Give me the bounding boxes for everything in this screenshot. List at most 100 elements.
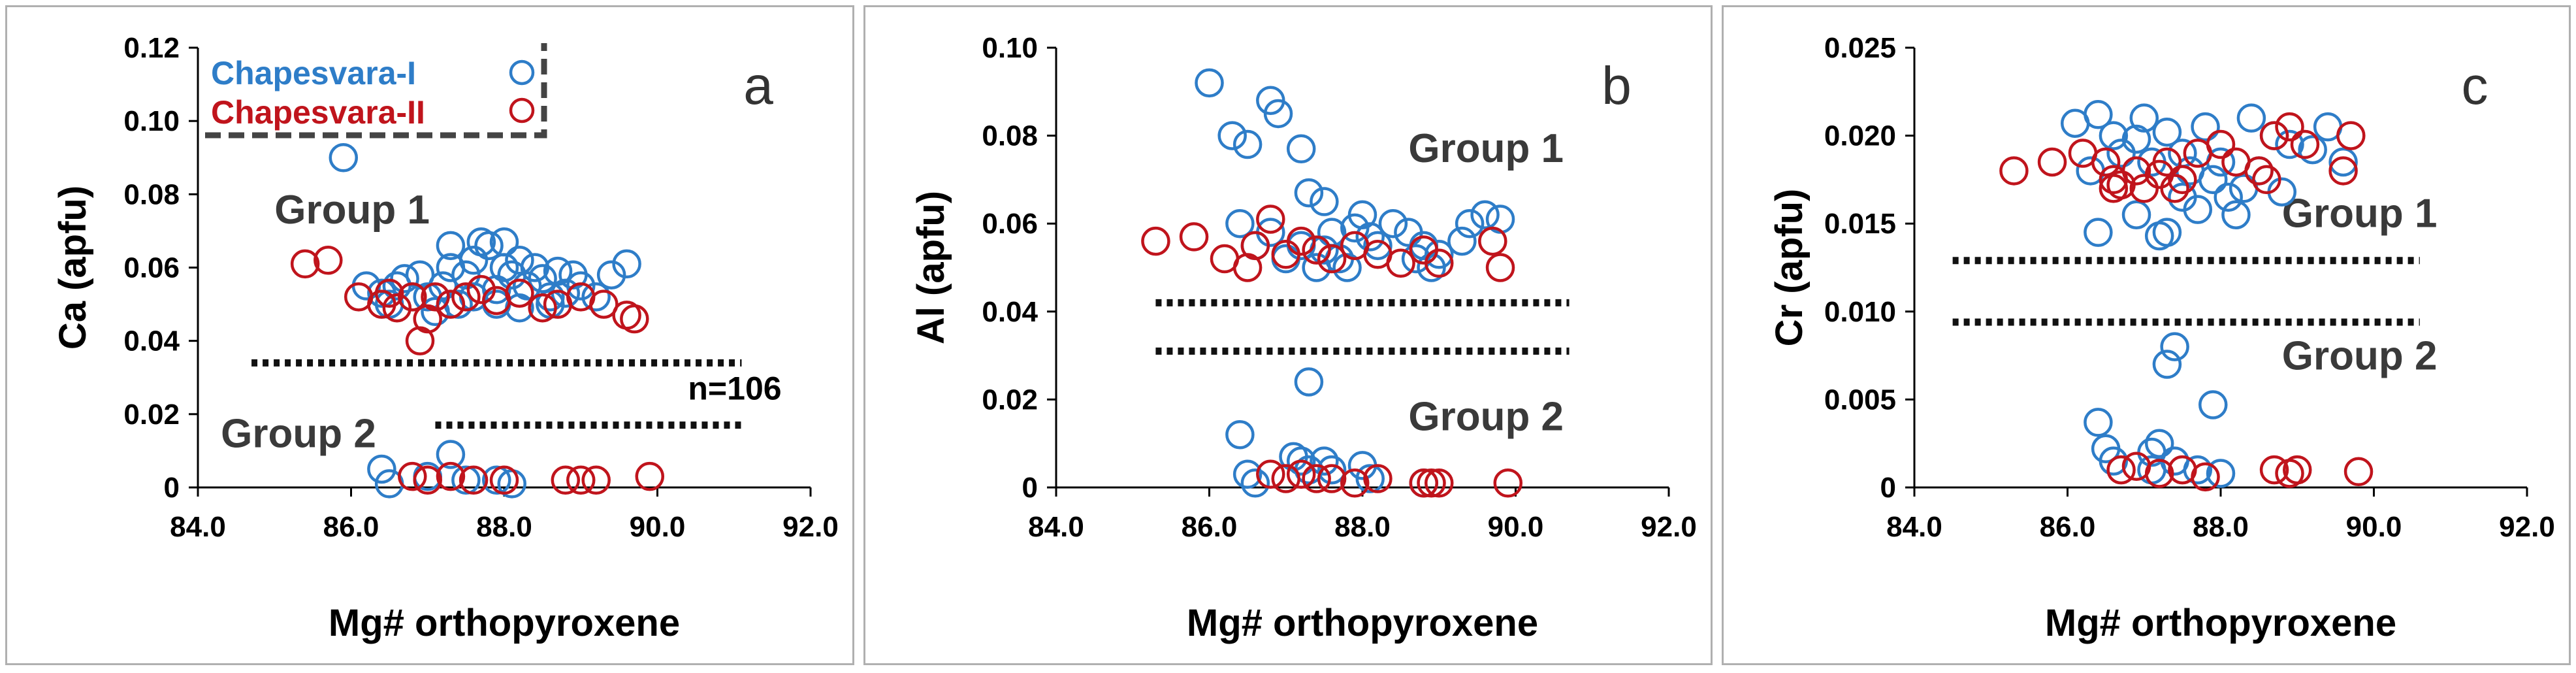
data-point-chapesvara-ii xyxy=(2106,455,2136,485)
y-tick-label: 0.025 xyxy=(1824,32,1896,64)
chart-c: 0 0.005 0.010 0.015 0.020 0.025 84.0 86.0 88.0 90… xyxy=(1768,32,2555,644)
data-point-chapesvara-i xyxy=(2221,200,2251,229)
data-point-chapesvara-i xyxy=(1355,222,1385,252)
data-point-chapesvara-ii xyxy=(635,461,665,491)
y-tick-label: 0.010 xyxy=(1824,296,1896,328)
panel-letter: c xyxy=(2462,56,2488,116)
data-point-chapesvara-ii xyxy=(2121,156,2151,186)
data-point-chapesvara-ii xyxy=(398,461,427,491)
group-label: Group 1 xyxy=(274,188,430,233)
x-tick-label: 84.0 xyxy=(1028,511,1084,543)
data-point-chapesvara-i xyxy=(2121,124,2151,154)
data-point-chapesvara-i xyxy=(581,282,611,312)
data-point-chapesvara-ii xyxy=(2152,147,2182,177)
data-point-chapesvara-i xyxy=(2275,129,2304,159)
data-point-chapesvara-ii xyxy=(2191,462,2220,492)
group-label: Group 2 xyxy=(2282,334,2438,379)
data-point-chapesvara-i xyxy=(2183,455,2213,485)
x-tick-label: 86.0 xyxy=(1182,511,1238,543)
panel-c: 0 0.005 0.010 0.015 0.020 0.025 84.0 86.0 88.0 90… xyxy=(1722,5,2571,665)
y-tick-label: 0.02 xyxy=(982,384,1038,416)
data-point-chapesvara-i xyxy=(2298,135,2327,165)
data-point-chapesvara-i xyxy=(1355,464,1385,493)
data-point-chapesvara-ii xyxy=(466,274,496,304)
data-point-chapesvara-i xyxy=(1263,99,1293,129)
data-point-chapesvara-ii xyxy=(551,465,581,495)
panel-letter: b xyxy=(1602,56,1632,116)
data-point-chapesvara-ii xyxy=(589,289,619,319)
x-tick-label: 86.0 xyxy=(2040,511,2096,543)
data-point-chapesvara-ii xyxy=(1141,226,1170,256)
data-point-chapesvara-i xyxy=(1317,455,1347,485)
data-point-chapesvara-ii xyxy=(1409,468,1439,498)
data-point-chapesvara-i xyxy=(1286,134,1316,164)
data-point-chapesvara-ii xyxy=(2206,129,2236,159)
data-point-chapesvara-ii xyxy=(1286,226,1316,256)
data-point-chapesvara-i xyxy=(2206,459,2236,488)
y-tick-label: 0 xyxy=(1880,472,1896,504)
data-point-chapesvara-i xyxy=(1225,419,1255,450)
data-point-chapesvara-i xyxy=(1294,367,1324,397)
legend-marker-chapesvara-i xyxy=(509,59,535,86)
data-point-chapesvara-i xyxy=(2099,121,2129,150)
data-point-chapesvara-ii xyxy=(505,278,534,308)
y-axis-label: Ca (apfu) xyxy=(52,186,94,350)
chart-b: 0 0.02 0.04 0.06 0.08 0.10 84.0 86.0 88.0 90.0 92.… xyxy=(910,32,1697,644)
n-count-label: n=106 xyxy=(688,370,781,406)
panel-a: 0 0.02 0.04 0.06 0.08 0.10 0.12 84.0 86.0 88.0 90.… xyxy=(5,5,854,665)
data-point-chapesvara-ii xyxy=(1425,468,1454,498)
y-tick-label: 0.08 xyxy=(123,178,180,210)
data-point-chapesvara-i xyxy=(2144,429,2174,458)
group-label: Group 2 xyxy=(221,411,376,456)
y-tick-label: 0.04 xyxy=(982,296,1038,328)
data-point-chapesvara-i xyxy=(459,246,489,275)
data-point-chapesvara-i xyxy=(1447,226,1477,256)
data-point-chapesvara-ii xyxy=(620,304,649,334)
x-axis-label: Mg# orthopyroxene xyxy=(1187,602,1538,644)
data-point-chapesvara-i xyxy=(2198,390,2228,419)
data-point-chapesvara-i xyxy=(367,454,396,484)
data-point-chapesvara-ii xyxy=(398,282,427,312)
data-point-chapesvara-i xyxy=(612,249,641,279)
data-point-chapesvara-ii xyxy=(459,465,489,495)
data-point-chapesvara-i xyxy=(2183,195,2213,224)
data-point-chapesvara-ii xyxy=(290,249,320,279)
data-point-chapesvara-i xyxy=(1455,208,1485,238)
data-point-chapesvara-i xyxy=(1363,231,1393,261)
y-tick-label: 0.12 xyxy=(123,32,180,64)
data-point-chapesvara-i xyxy=(2168,139,2197,168)
data-point-chapesvara-ii xyxy=(1256,205,1285,234)
y-tick-label: 0.10 xyxy=(123,105,180,137)
data-point-chapesvara-ii xyxy=(436,289,466,319)
data-point-chapesvara-ii xyxy=(2283,455,2312,485)
x-tick-label: 90.0 xyxy=(2346,511,2402,543)
data-point-chapesvara-i xyxy=(1240,468,1270,498)
data-point-chapesvara-i xyxy=(436,231,466,261)
data-point-chapesvara-ii xyxy=(2037,147,2067,177)
data-point-chapesvara-i xyxy=(2084,218,2113,247)
data-point-chapesvara-ii xyxy=(1999,156,2029,186)
y-tick-label: 0 xyxy=(1022,472,1038,504)
x-tick-label: 88.0 xyxy=(476,511,532,543)
data-point-chapesvara-ii xyxy=(1271,464,1300,493)
data-point-chapesvara-i xyxy=(1195,68,1224,98)
y-tick-label: 0.005 xyxy=(1824,384,1896,416)
y-axis-label: Cr (apfu) xyxy=(1768,189,1811,347)
data-point-chapesvara-ii xyxy=(1302,464,1331,493)
data-point-chapesvara-i xyxy=(451,465,481,495)
data-point-chapesvara-ii xyxy=(2336,121,2366,150)
data-point-chapesvara-ii xyxy=(566,465,596,495)
data-point-chapesvara-i xyxy=(2084,408,2113,437)
data-point-chapesvara-ii xyxy=(1417,468,1446,498)
group-label: Group 1 xyxy=(1408,126,1564,171)
y-tick-label: 0.06 xyxy=(982,208,1038,240)
data-point-chapesvara-i xyxy=(1225,208,1255,238)
data-point-chapesvara-ii xyxy=(2168,165,2197,195)
data-point-chapesvara-ii xyxy=(2160,174,2189,203)
y-axis-label: Al (apfu) xyxy=(910,191,952,344)
data-point-chapesvara-i xyxy=(1394,218,1423,247)
data-point-chapesvara-ii xyxy=(1256,459,1285,489)
data-point-chapesvara-ii xyxy=(413,465,442,495)
data-point-chapesvara-ii xyxy=(451,282,481,312)
x-axis-label: Mg# orthopyroxene xyxy=(2045,602,2396,644)
